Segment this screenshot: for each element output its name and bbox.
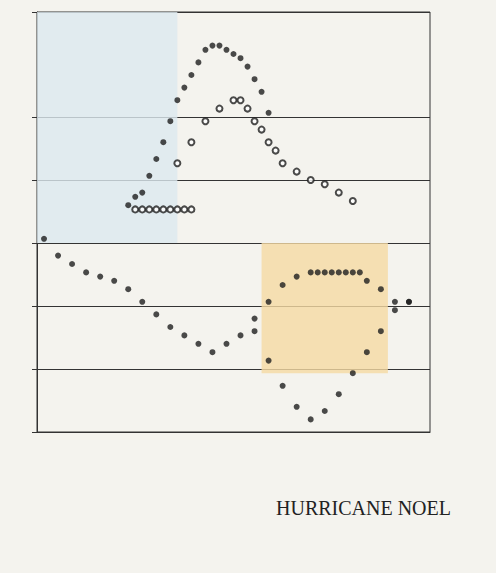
svg-text:HURRICANE NOEL: HURRICANE NOEL — [276, 497, 451, 519]
